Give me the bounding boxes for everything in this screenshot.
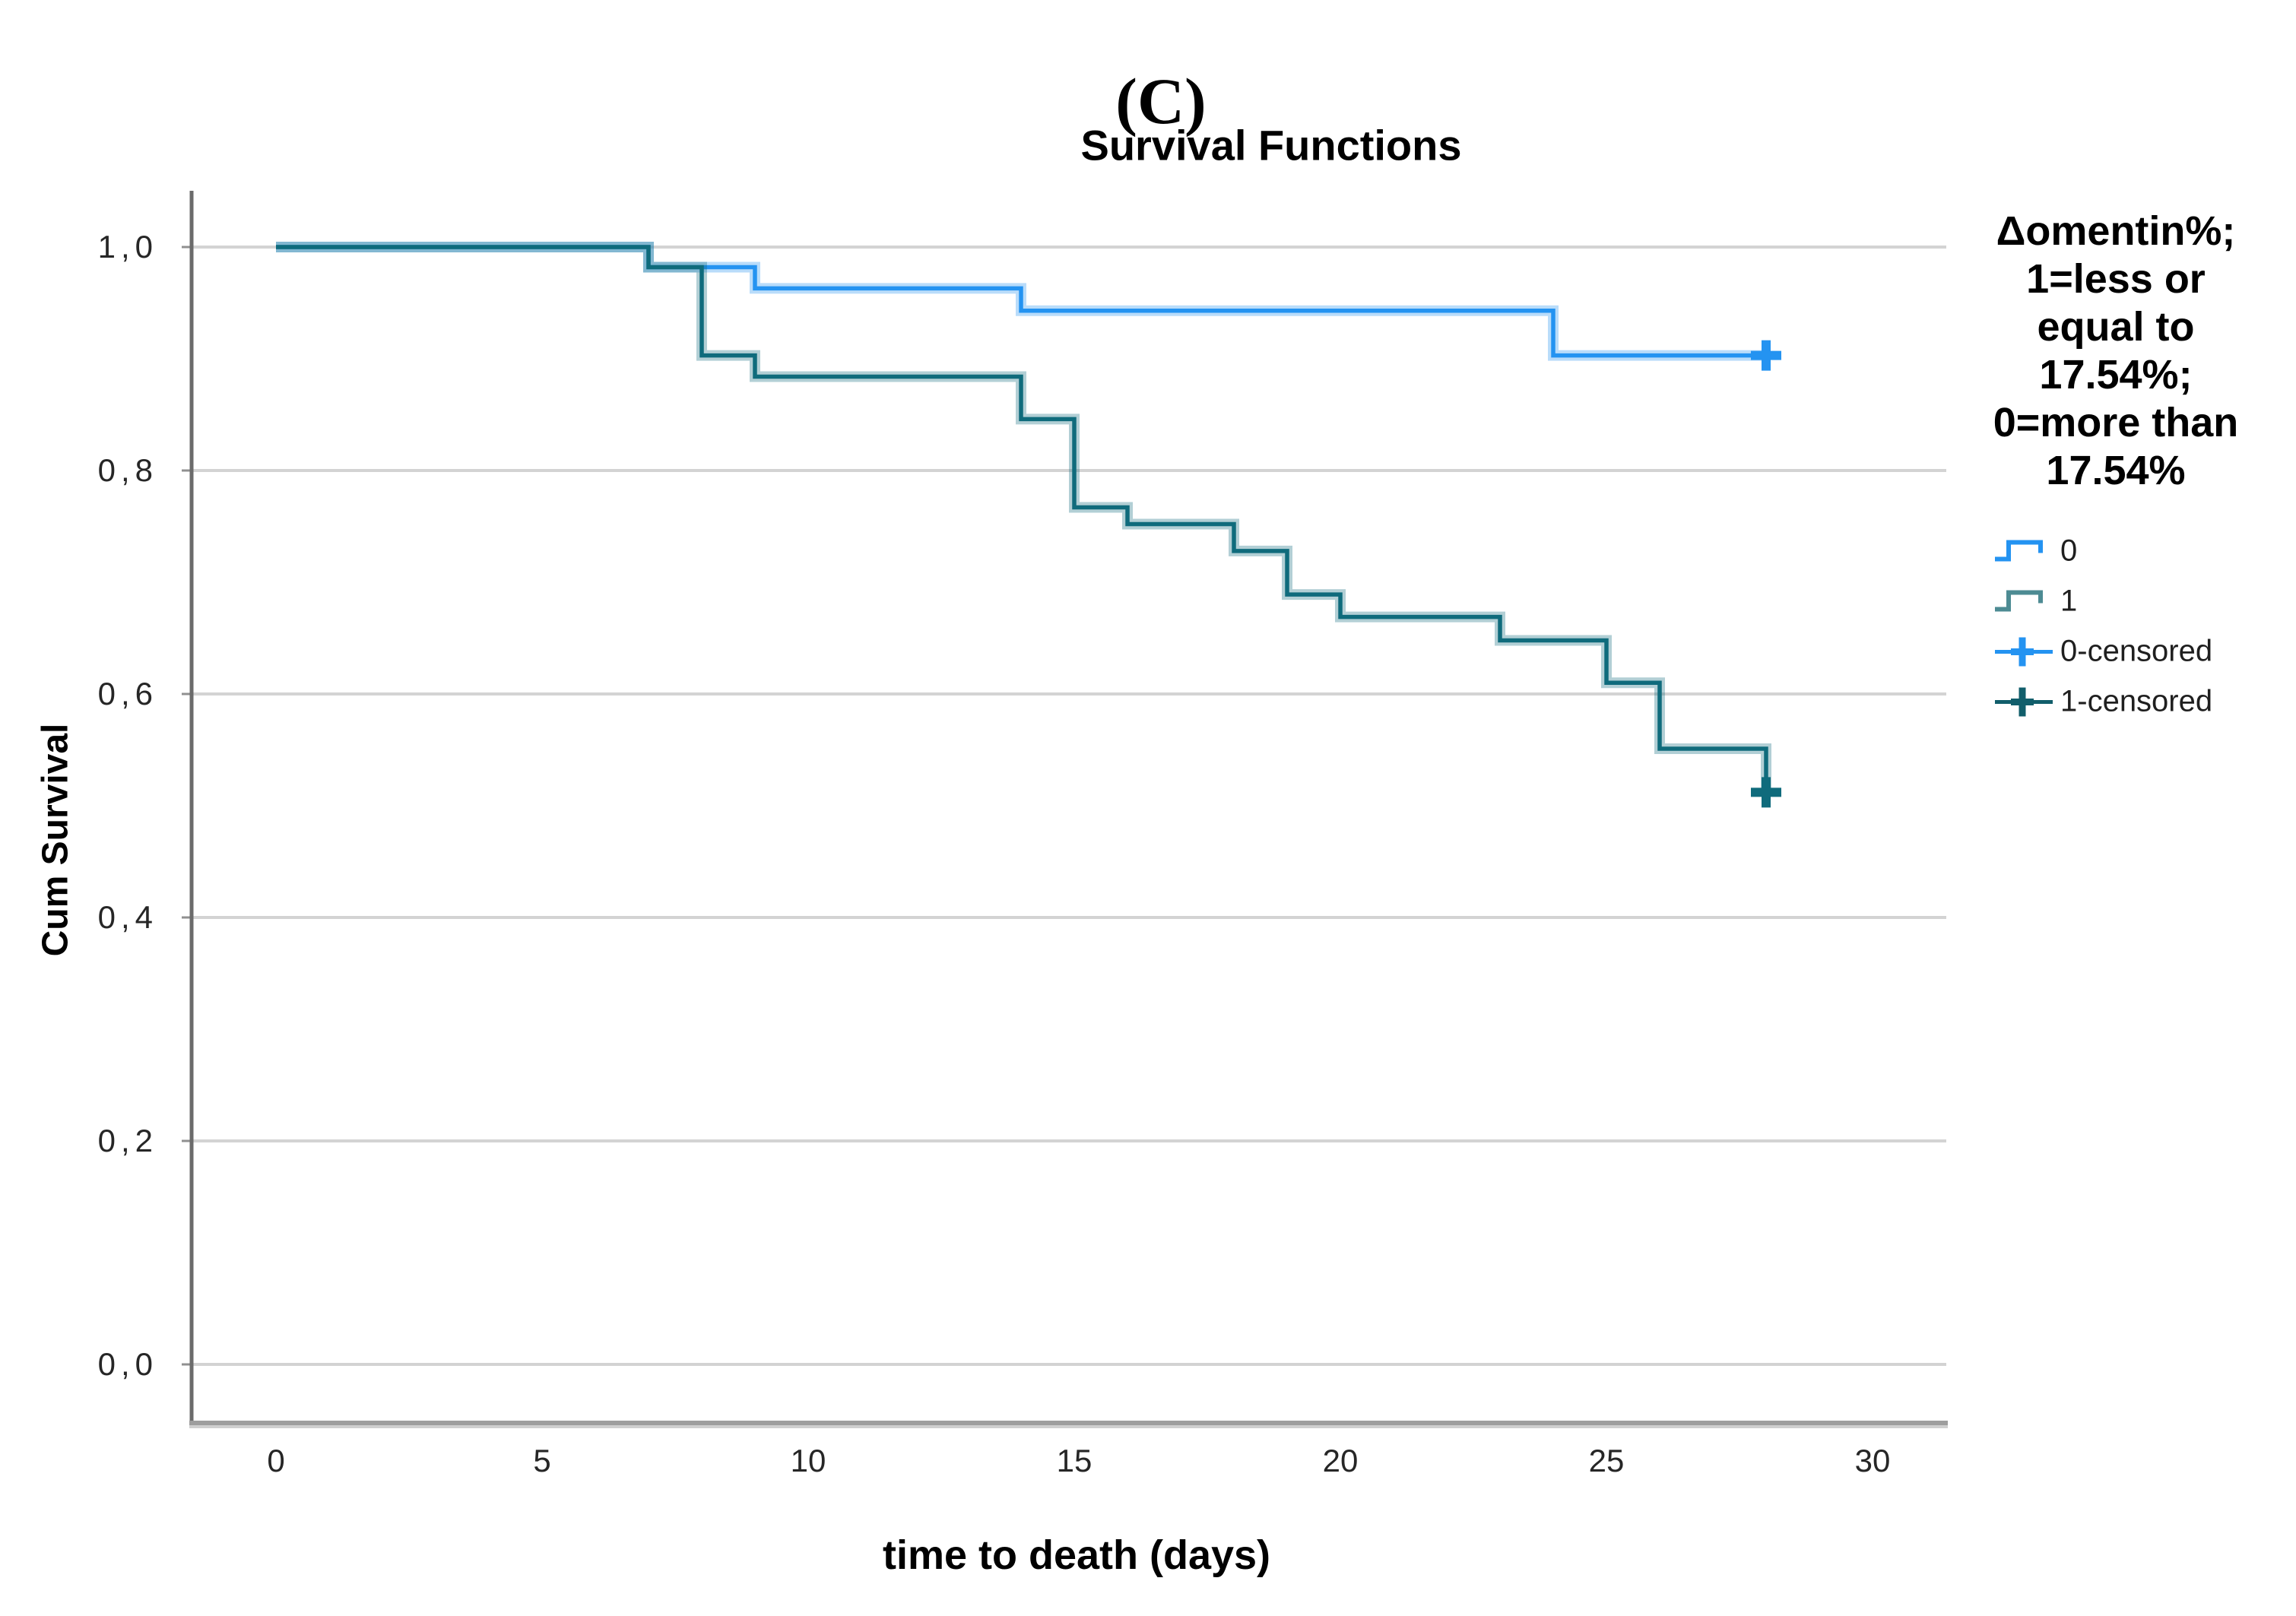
y-tick-label: 0,2 [97, 1123, 158, 1158]
x-tick-label: 10 [790, 1443, 826, 1478]
legend-entry-label: 0-censored [2060, 634, 2213, 668]
y-tick-label: 1,0 [97, 229, 158, 265]
y-tick-label: 0,0 [97, 1346, 158, 1382]
series-1-halo [276, 242, 1771, 793]
x-tick-label: 0 [267, 1443, 285, 1478]
legend-entry-label: 1-censored [2060, 684, 2213, 718]
y-tick-label: 0,4 [97, 899, 158, 935]
legend-entry-1: 1 [1993, 585, 2077, 619]
legend-step-line-icon [1995, 590, 2043, 611]
legend-entry-0: 0 [1993, 534, 2077, 569]
y-tick-label: 0,6 [97, 676, 158, 711]
legend-censored-plus-icon [1995, 637, 2053, 666]
legend-entry-label: 0 [2060, 534, 2078, 568]
legend-censored-plus-icon [1995, 687, 2053, 716]
series-1-curve [276, 245, 1768, 793]
legend-title-line: equal to [2037, 304, 2195, 350]
x-tick-label: 15 [1056, 1443, 1093, 1478]
legend-entry-0-censored: 0-censored [1993, 635, 2212, 669]
survival-curves [276, 242, 1771, 793]
legend-title-line: 17.54%; [2039, 352, 2193, 398]
legend-step-line-icon [1995, 540, 2043, 561]
y-tick-label: 0,8 [97, 452, 158, 488]
legend-title-line: 17.54% [2046, 448, 2186, 493]
legend-title-line: 1=less or [2026, 256, 2206, 302]
figure-label: (C) [1115, 65, 1207, 138]
legend-title: Δomentin%; 1=less or equal to 17.54%; 0=more… [1952, 208, 2279, 495]
x-tick-label: 30 [1854, 1443, 1891, 1478]
series-0-curve [276, 245, 1766, 358]
legend-title-line: 0=more than [1993, 400, 2239, 445]
x-tick-label: 25 [1588, 1443, 1625, 1478]
y-axis-title: Cum Survival [35, 723, 76, 957]
x-axis-title: time to death (days) [882, 1532, 1271, 1578]
legend-entry-1-censored: 1-censored [1993, 685, 2212, 719]
censor-marks [1751, 340, 1781, 808]
legend-title-line: Δomentin%; [1996, 208, 2236, 254]
axis-spines [189, 191, 1948, 1428]
gridlines [192, 246, 1946, 1366]
legend-entry-label: 1 [2060, 584, 2078, 618]
x-tick-label: 5 [533, 1443, 551, 1478]
x-tick-label: 20 [1322, 1443, 1359, 1478]
chart-title: Survival Functions [1080, 121, 1462, 170]
